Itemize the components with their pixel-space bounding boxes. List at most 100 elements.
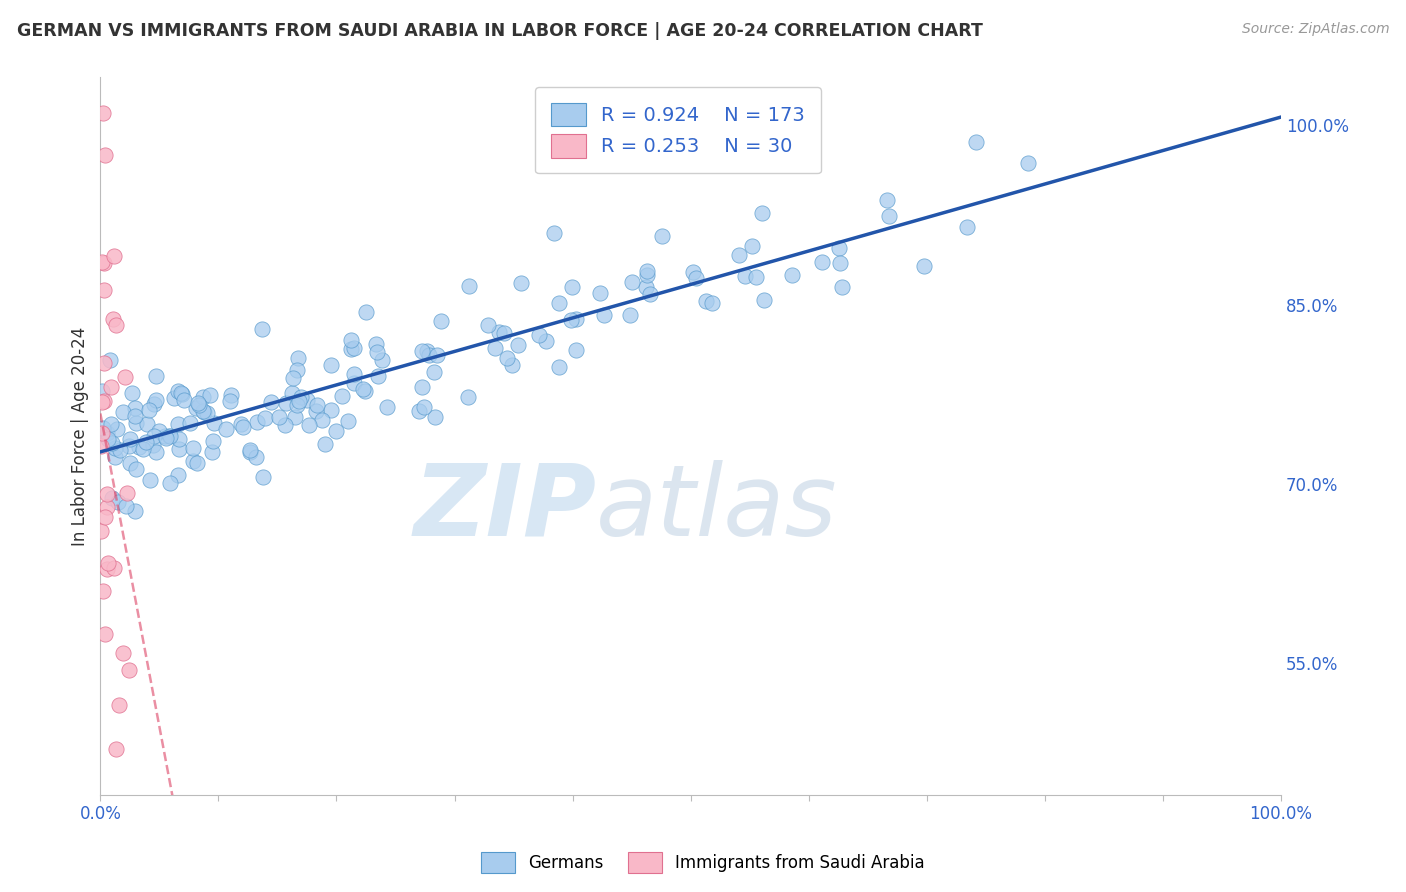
- Point: [560, 312, 582, 326]
- Point: [636, 268, 658, 282]
- Point: [169, 386, 191, 401]
- Point: [267, 410, 290, 425]
- Point: [96, 562, 118, 576]
- Point: [124, 409, 146, 424]
- Point: [621, 275, 644, 289]
- Point: [458, 279, 481, 293]
- Point: [375, 401, 398, 415]
- Point: [734, 268, 756, 283]
- Point: [121, 385, 143, 400]
- Point: [124, 504, 146, 518]
- Point: [93, 106, 115, 120]
- Point: [336, 414, 359, 428]
- Point: [751, 205, 773, 219]
- Point: [343, 342, 366, 356]
- Point: [695, 294, 717, 309]
- Point: [364, 336, 387, 351]
- Point: [90, 384, 112, 398]
- Point: [830, 256, 852, 270]
- Point: [98, 352, 121, 367]
- Point: [752, 293, 775, 307]
- Point: [295, 392, 318, 407]
- Text: atlas: atlas: [596, 459, 838, 557]
- Point: [219, 388, 242, 402]
- Point: [91, 395, 114, 409]
- Legend: Germans, Immigrants from Saudi Arabia: Germans, Immigrants from Saudi Arabia: [475, 846, 931, 880]
- Point: [91, 425, 114, 440]
- Point: [488, 325, 510, 339]
- Point: [188, 398, 211, 412]
- Point: [418, 348, 440, 362]
- Point: [166, 384, 188, 399]
- Point: [145, 445, 167, 459]
- Point: [93, 148, 115, 162]
- Point: [685, 271, 707, 285]
- Point: [354, 305, 377, 319]
- Point: [93, 283, 115, 297]
- Point: [114, 370, 136, 384]
- Point: [408, 404, 430, 418]
- Point: [107, 495, 129, 509]
- Point: [104, 442, 127, 456]
- Point: [138, 402, 160, 417]
- Point: [118, 663, 141, 677]
- Point: [287, 363, 309, 377]
- Point: [105, 421, 128, 435]
- Point: [115, 486, 138, 500]
- Point: [229, 417, 252, 431]
- Point: [325, 424, 347, 438]
- Point: [288, 394, 311, 409]
- Point: [745, 269, 768, 284]
- Point: [831, 280, 853, 294]
- Point: [636, 264, 658, 278]
- Point: [565, 312, 588, 326]
- Point: [101, 491, 124, 505]
- Point: [201, 434, 224, 449]
- Point: [353, 384, 375, 398]
- Text: ZIP: ZIP: [413, 459, 596, 557]
- Point: [143, 397, 166, 411]
- Point: [112, 646, 135, 660]
- Point: [339, 333, 361, 347]
- Point: [193, 405, 215, 419]
- Point: [352, 382, 374, 396]
- Point: [143, 429, 166, 443]
- Point: [186, 456, 208, 470]
- Point: [155, 431, 177, 445]
- Point: [167, 467, 190, 482]
- Point: [181, 454, 204, 468]
- Point: [104, 450, 127, 464]
- Point: [501, 358, 523, 372]
- Point: [914, 259, 936, 273]
- Point: [321, 358, 343, 372]
- Point: [202, 416, 225, 430]
- Point: [173, 392, 195, 407]
- Point: [167, 442, 190, 457]
- Point: [343, 367, 366, 381]
- Point: [411, 344, 433, 359]
- Point: [132, 442, 155, 457]
- Point: [956, 220, 979, 235]
- Point: [239, 444, 262, 458]
- Point: [547, 295, 569, 310]
- Point: [340, 342, 363, 356]
- Point: [187, 395, 209, 409]
- Point: [103, 561, 125, 575]
- Point: [548, 359, 571, 374]
- Point: [876, 193, 898, 207]
- Point: [118, 456, 141, 470]
- Point: [510, 276, 533, 290]
- Point: [274, 417, 297, 432]
- Point: [305, 403, 328, 417]
- Point: [181, 441, 204, 455]
- Point: [416, 343, 439, 358]
- Point: [250, 322, 273, 336]
- Point: [457, 390, 479, 404]
- Point: [159, 429, 181, 443]
- Point: [330, 389, 353, 403]
- Point: [543, 226, 565, 240]
- Point: [100, 417, 122, 432]
- Point: [319, 403, 342, 417]
- Point: [91, 421, 114, 435]
- Point: [90, 524, 112, 539]
